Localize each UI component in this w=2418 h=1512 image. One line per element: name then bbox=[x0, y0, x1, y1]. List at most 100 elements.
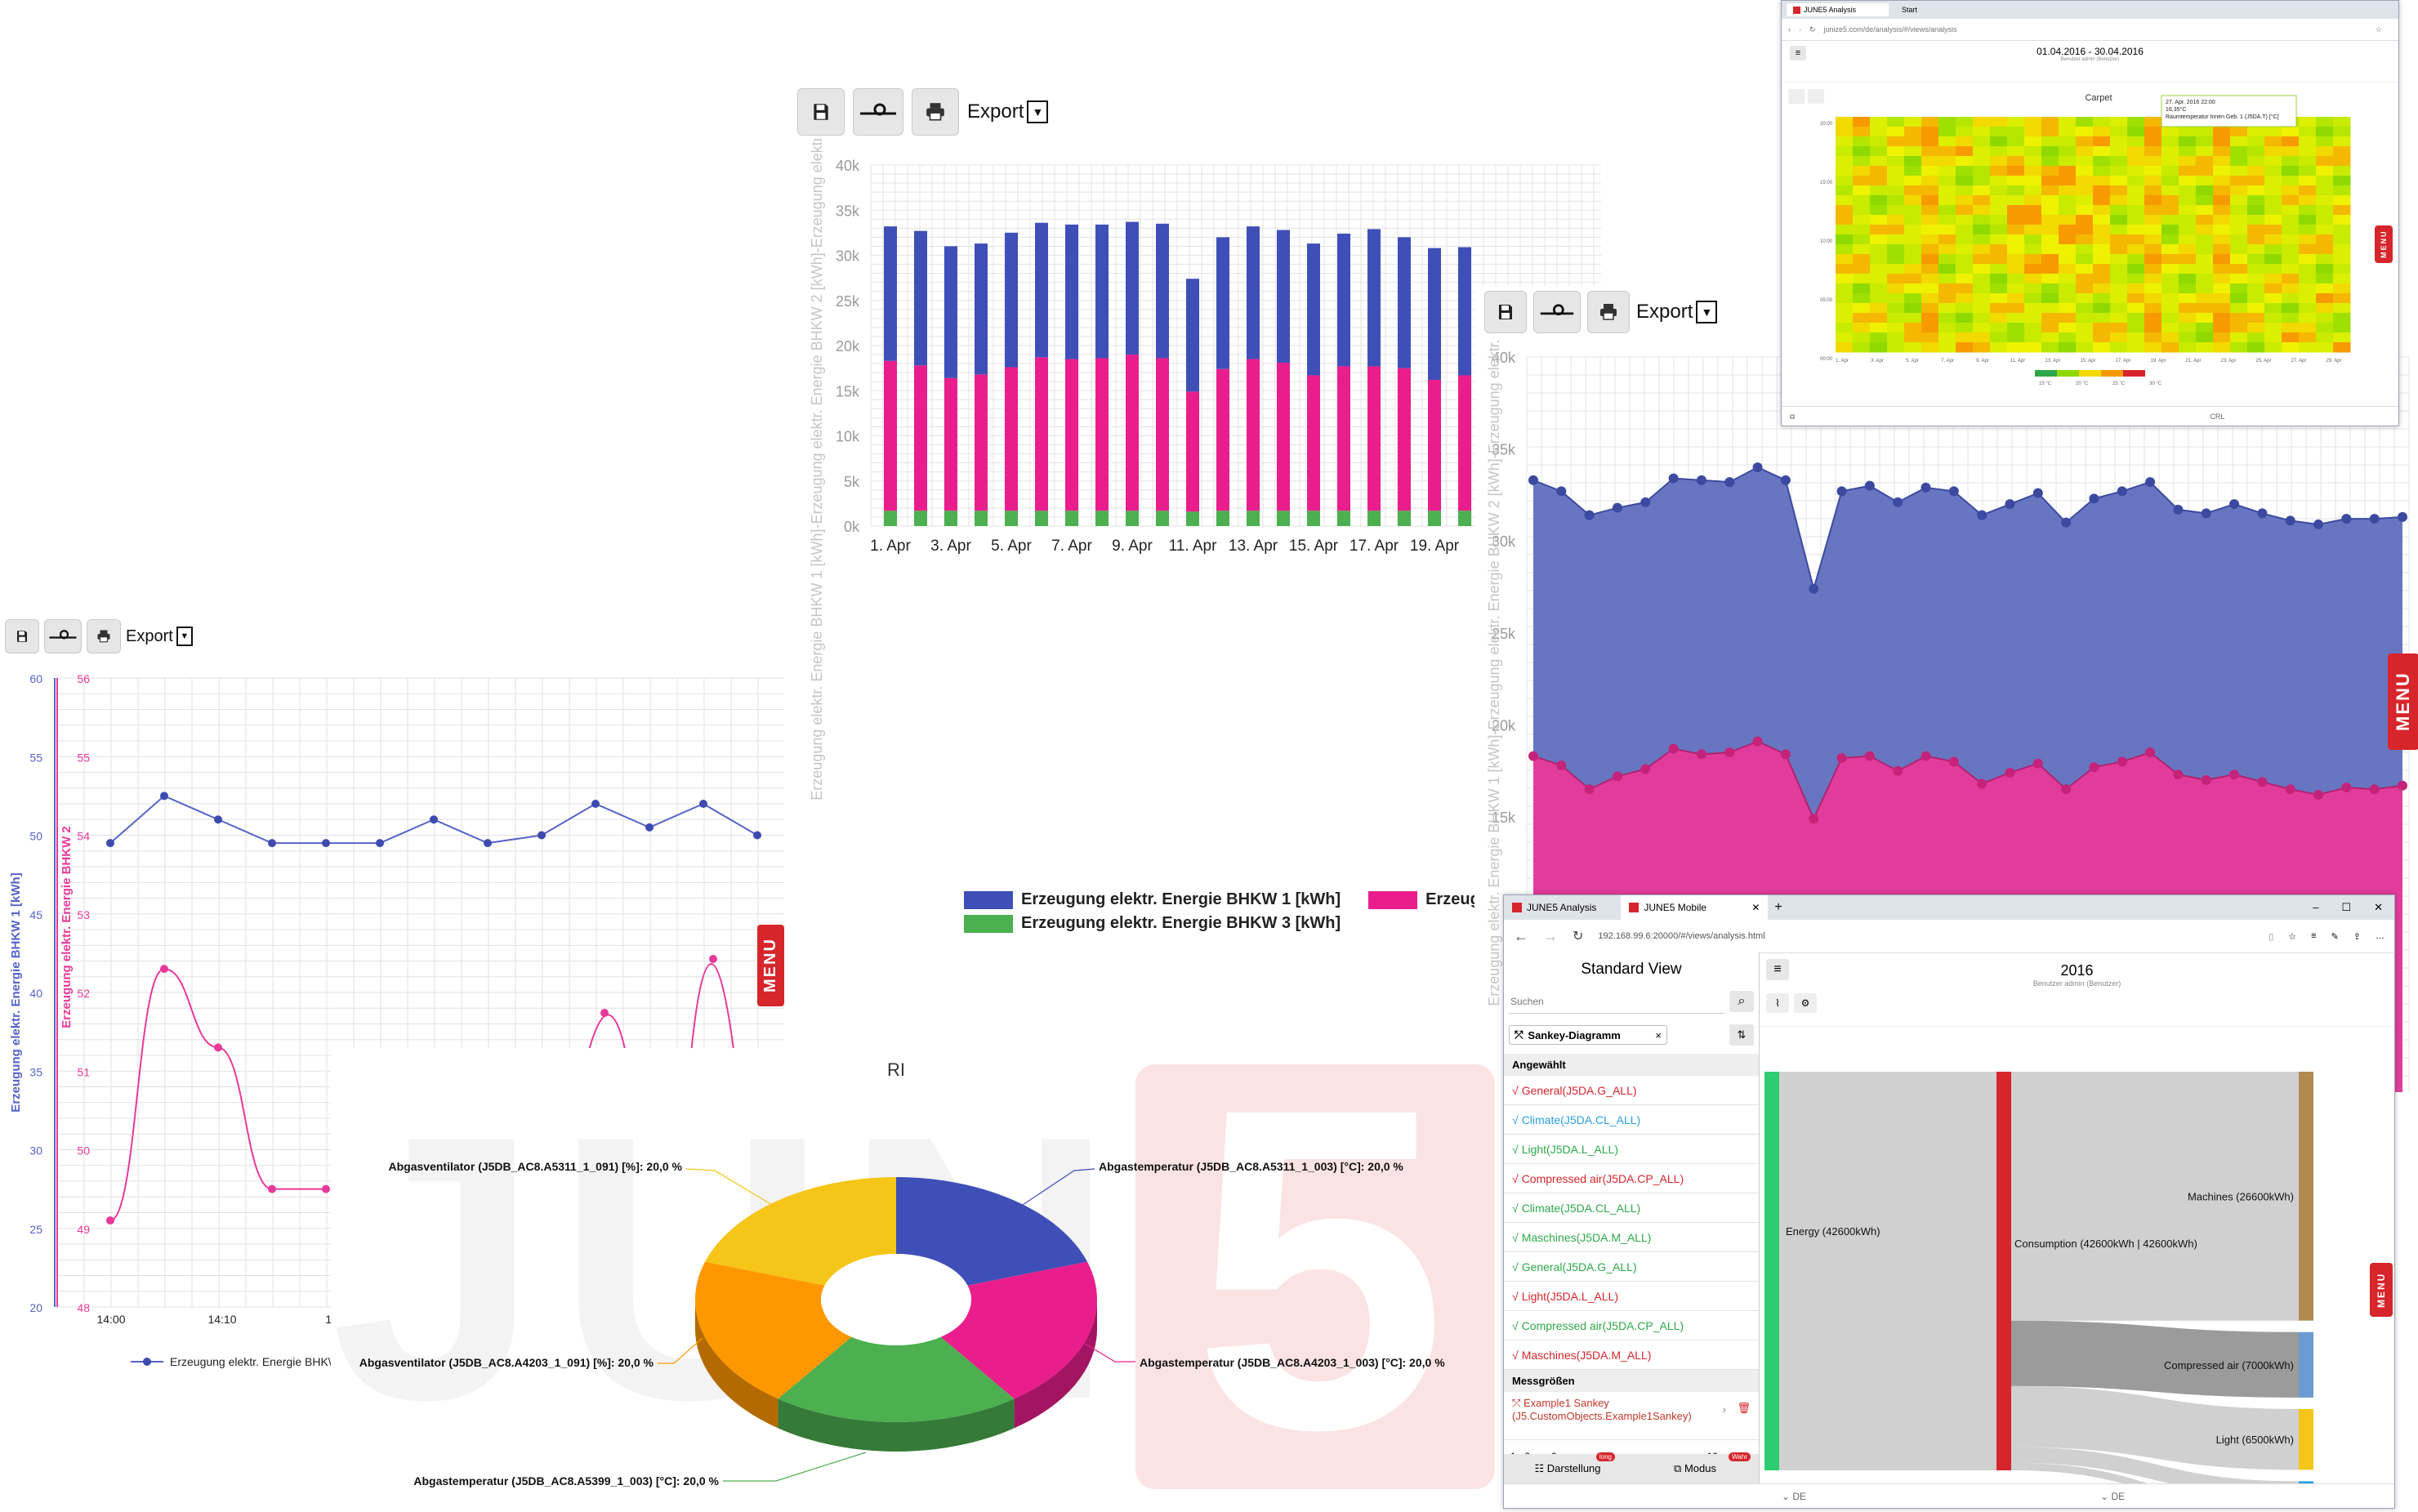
data-point bbox=[1977, 778, 1987, 789]
save-button[interactable] bbox=[1484, 291, 1527, 333]
save-button[interactable] bbox=[797, 88, 845, 136]
heatmap-cell bbox=[2282, 323, 2300, 333]
reload-icon[interactable]: ↻ bbox=[1573, 930, 1584, 943]
list-item[interactable]: √ Climate (J5DA.CL_ALL) bbox=[1504, 1105, 1759, 1135]
sankey-diagram: Machines (26600kWh) Compressed air (7000k… bbox=[1764, 1072, 2313, 1483]
legend-item-bhkw1[interactable]: Erzeugung elektr. Energie BHKW 1 [kWh] bbox=[964, 890, 1341, 909]
settings-icon[interactable]: ⚙ bbox=[1794, 993, 1817, 1013]
share-icon[interactable]: ⇪ bbox=[2353, 931, 2361, 942]
footer-left[interactable]: ⌄ DE bbox=[1782, 1491, 1807, 1502]
heatmap-cell bbox=[2110, 146, 2128, 157]
maximize-icon[interactable]: ☐ bbox=[2341, 901, 2352, 913]
url-field[interactable]: 192.168.99.6:20000/#/views/analysis.html bbox=[1598, 931, 1765, 941]
heatmap-cell bbox=[2161, 332, 2179, 343]
chevron-right-icon[interactable]: › bbox=[1722, 1403, 1726, 1416]
close-icon[interactable]: ✕ bbox=[2374, 901, 2383, 913]
heatmap-cell bbox=[2093, 225, 2111, 235]
footer-icon[interactable]: ⧉ bbox=[1790, 412, 1796, 421]
heatmap-cell bbox=[2264, 313, 2282, 323]
bar-segment bbox=[1186, 279, 1199, 392]
list-item[interactable]: √ Compressed air (J5DA.CP_ALL) bbox=[1504, 1164, 1759, 1193]
heatmap-cell bbox=[2076, 185, 2094, 196]
sort-icon[interactable]: ⇅ bbox=[1729, 1024, 1754, 1046]
save-button[interactable] bbox=[5, 619, 39, 653]
print-button[interactable] bbox=[1587, 291, 1630, 333]
user-subtitle: Benutzer admin (Benutzer) bbox=[2060, 57, 2120, 62]
search-input[interactable] bbox=[1509, 989, 1724, 1014]
star-icon[interactable]: ☆ bbox=[2375, 25, 2382, 33]
zoom-reset-button[interactable] bbox=[44, 619, 82, 653]
url-field[interactable]: junize5.com/de/analysis/#/views/analysis bbox=[1823, 25, 1957, 33]
heatmap-cell bbox=[2127, 185, 2145, 196]
heatmap-cell bbox=[1990, 185, 2008, 196]
heatmap-cell bbox=[2041, 274, 2059, 284]
tab-analysis[interactable]: JUNE5 Analysis bbox=[1504, 895, 1621, 920]
back-icon[interactable]: ← bbox=[1514, 927, 1528, 944]
forward-icon[interactable]: › bbox=[1799, 25, 1801, 33]
export-dropdown[interactable]: Export ▼ bbox=[967, 100, 1049, 123]
tab-darstellung[interactable]: ☷ Darstellung long bbox=[1504, 1452, 1631, 1475]
reload-icon[interactable]: ↻ bbox=[1809, 25, 1816, 33]
heatmap-cell bbox=[2059, 225, 2077, 235]
bar-segment bbox=[1065, 511, 1078, 526]
hamburger-icon[interactable]: ≡ bbox=[1790, 46, 1806, 60]
heatmap-cell bbox=[1956, 244, 1974, 255]
new-tab-icon[interactable]: + bbox=[1774, 900, 1782, 914]
minimize-icon[interactable]: – bbox=[2313, 901, 2319, 913]
zoom-reset-button[interactable] bbox=[853, 88, 903, 136]
hamburger-icon[interactable]: ≡ bbox=[1766, 959, 1789, 980]
tab-modus[interactable]: ⧉ Modus Wahr bbox=[1631, 1452, 1759, 1475]
heatmap-cell bbox=[2161, 254, 2179, 265]
zoom-reset-button[interactable] bbox=[1533, 291, 1581, 333]
heatmap-cell bbox=[2007, 166, 2025, 176]
close-tab-icon[interactable]: ✕ bbox=[1751, 902, 1760, 913]
favorite-icon[interactable]: ☆ bbox=[2288, 931, 2297, 942]
tab-start[interactable]: Start bbox=[1902, 6, 1918, 14]
delete-icon[interactable]: 🗑 bbox=[1737, 1402, 1751, 1414]
heatmap-cell bbox=[1990, 234, 2008, 245]
search-icon[interactable]: ⌕ bbox=[1729, 991, 1754, 1012]
list-item[interactable]: √ General (J5DA.G_ALL) bbox=[1504, 1076, 1759, 1105]
tab-mobile[interactable]: JUNE5 Mobile ✕ bbox=[1621, 895, 1769, 920]
heatmap-cell bbox=[2299, 313, 2317, 323]
note-icon[interactable]: ✎ bbox=[2331, 931, 2339, 942]
heatmap-cell bbox=[2127, 136, 2145, 147]
colorbar-label: 30 °C bbox=[2149, 381, 2162, 386]
export-dropdown[interactable]: Export ▼ bbox=[1636, 301, 1718, 323]
heatmap-cell bbox=[2247, 313, 2265, 323]
list-item[interactable]: √ General (J5DA.G_ALL) bbox=[1504, 1252, 1759, 1282]
tab-analysis[interactable]: JUNE5 Analysis bbox=[1787, 3, 1889, 16]
sidebar-title: Standard View bbox=[1581, 961, 1682, 978]
heatmap-cell bbox=[2024, 323, 2042, 333]
remove-filter-icon[interactable]: × bbox=[1655, 1028, 1662, 1041]
menu-tab[interactable]: MENU bbox=[757, 925, 784, 1006]
legend-item-bhkw3[interactable]: Erzeugung elektr. Energie BHKW 3 [kWh] bbox=[964, 914, 1341, 933]
back-icon[interactable]: ‹ bbox=[1788, 25, 1791, 33]
list-item[interactable]: √ Light (J5DA.L_ALL) bbox=[1504, 1282, 1759, 1311]
heatmap-cell bbox=[2059, 313, 2077, 323]
print-button[interactable] bbox=[87, 619, 121, 653]
heatmap-cell bbox=[2299, 176, 2317, 186]
menu-tab[interactable]: MENU bbox=[2370, 1263, 2393, 1317]
menu-tab[interactable]: MENU bbox=[2375, 225, 2393, 263]
list-item[interactable]: √ Light (J5DA.L_ALL) bbox=[1504, 1135, 1759, 1164]
print-button[interactable] bbox=[912, 88, 959, 136]
list-item[interactable]: √ Climate (J5DA.CL_ALL) bbox=[1504, 1193, 1759, 1223]
export-dropdown[interactable]: Export ▼ bbox=[126, 627, 193, 646]
forward-icon[interactable]: → bbox=[1543, 927, 1558, 944]
filter-chip[interactable]: ⤱ Sankey-Diagramm × bbox=[1509, 1025, 1667, 1045]
list-item[interactable]: √ Maschines (J5DA.M_ALL) bbox=[1504, 1223, 1759, 1252]
reading-view-icon[interactable]: ▯ bbox=[2269, 931, 2274, 942]
footer-mid[interactable]: ⌄ DE bbox=[2100, 1491, 2126, 1502]
list-item[interactable]: √ Maschines (J5DA.M_ALL) bbox=[1504, 1340, 1759, 1370]
heatmap-cell bbox=[2264, 127, 2282, 137]
more-icon[interactable]: … bbox=[2376, 931, 2385, 941]
list-item[interactable]: √ Compressed air (J5DA.CP_ALL) bbox=[1504, 1311, 1759, 1340]
bar-segment bbox=[914, 365, 927, 511]
measure-item[interactable]: ⤱ Example1 Sankey (J5.CustomObjects.Exam… bbox=[1504, 1392, 1759, 1440]
menu-tab[interactable]: MENU bbox=[2388, 653, 2418, 750]
heatmap-cell bbox=[2179, 274, 2197, 284]
chart-type-icon[interactable]: ⌇ bbox=[1766, 993, 1789, 1013]
bar-segment bbox=[1277, 230, 1290, 363]
hub-icon[interactable]: ≡ bbox=[2311, 931, 2317, 941]
